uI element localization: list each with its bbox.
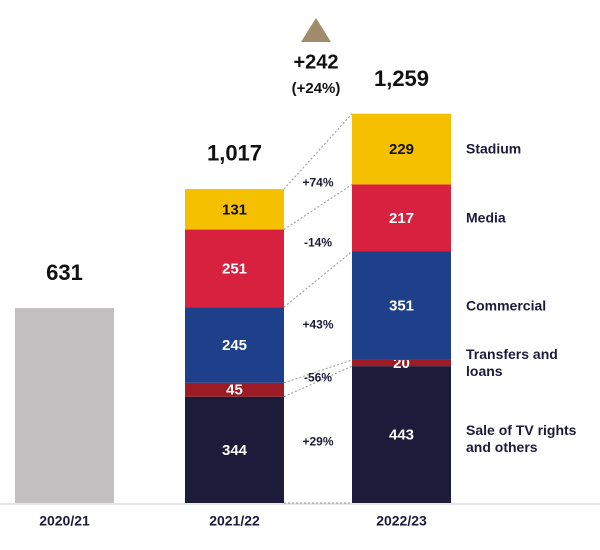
bar-segment (352, 359, 451, 367)
value-label: 217 (389, 210, 414, 227)
bar-segment (185, 307, 284, 383)
value-label: 229 (389, 141, 414, 158)
change-total: +242 (293, 51, 338, 73)
legend-label: Sale of TV rights and others (466, 421, 577, 455)
x-tick-label: 2021/22 (209, 513, 260, 529)
triangle (301, 18, 331, 42)
x-tick-label: 2020/21 (39, 513, 90, 529)
x-tick-label: 2022/23 (376, 513, 427, 529)
change-label: +43% (302, 318, 333, 332)
value-label: 131 (222, 201, 247, 218)
change-label: +29% (302, 434, 333, 448)
legend-label: Transfers and loans (466, 346, 558, 380)
value-label: 251 (222, 260, 247, 277)
legend-label: Media (466, 209, 506, 226)
bar-segment (185, 189, 284, 230)
total-label: 1,259 (374, 66, 429, 91)
bar-segment (185, 229, 284, 308)
bar-segment (185, 396, 284, 503)
bar (15, 308, 114, 503)
change-label: -56% (304, 371, 332, 385)
value-label: 245 (222, 337, 247, 354)
value-label: 45 (226, 382, 243, 399)
change-label: +74% (302, 175, 333, 189)
connector (283, 184, 353, 230)
legend-label: Stadium (466, 140, 522, 157)
change-label: -14% (304, 235, 332, 249)
bar-segment (352, 366, 451, 503)
legend-label: Commercial (466, 297, 547, 314)
value-label: 344 (222, 442, 248, 459)
bar-segment (352, 184, 451, 252)
value-label: 443 (389, 427, 414, 444)
bar-segment (185, 382, 284, 397)
change-total-pct: (+24%) (292, 80, 341, 97)
connector (283, 365, 353, 398)
total-label: 1,017 (207, 141, 262, 166)
connector (283, 113, 353, 190)
total-label: 631 (46, 260, 83, 285)
value-label: 351 (389, 298, 414, 315)
bar-segment (352, 251, 451, 360)
connector (283, 251, 353, 308)
bar-segment (352, 113, 451, 185)
